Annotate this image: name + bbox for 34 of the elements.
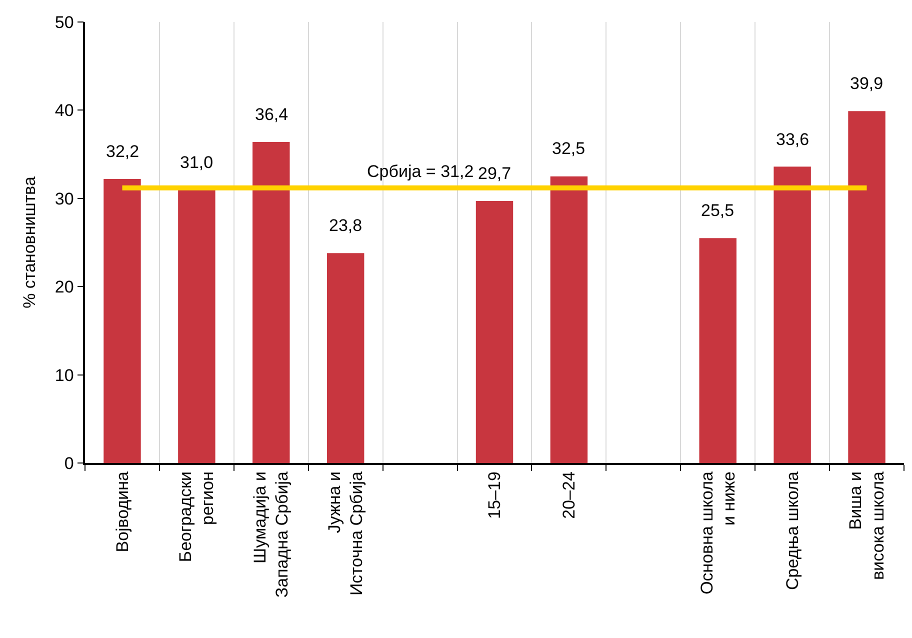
data-label: 31,0 <box>180 153 214 172</box>
data-label: 39,9 <box>850 74 884 93</box>
x-tick-label: Београдски регион <box>176 472 218 562</box>
x-tick-label: 15–19 <box>485 472 504 519</box>
x-tick-label: Војводина <box>112 471 132 552</box>
data-label: 33,6 <box>776 130 810 149</box>
data-label: 32,2 <box>106 142 140 161</box>
x-tick-label: Виша и висока школа <box>846 471 888 580</box>
data-label: 36,4 <box>255 105 288 124</box>
bar <box>252 142 290 463</box>
bar <box>699 238 736 463</box>
y-tick-label: 30 <box>54 189 74 208</box>
x-tick-label: 20–24 <box>559 472 578 519</box>
data-label: 23,8 <box>329 216 362 235</box>
data-label: 32,5 <box>552 139 586 158</box>
y-tick-label: 20 <box>54 278 74 297</box>
data-label: 25,5 <box>701 201 734 220</box>
bar <box>774 166 811 463</box>
bar <box>178 190 216 463</box>
y-tick-label: 40 <box>54 101 74 120</box>
ref-line-label: Србија = 31,2 <box>367 162 474 181</box>
bar <box>326 253 364 463</box>
data-label: 29,7 <box>478 164 512 183</box>
bar <box>104 179 141 463</box>
x-tick-label: Основна школа и ниже <box>697 471 738 594</box>
x-tick-label: Средња школа <box>782 471 802 590</box>
y-tick-label: 50 <box>54 12 74 32</box>
y-tick-label: 10 <box>54 366 74 385</box>
x-tick-label: Јужна и Источна Србија <box>325 471 366 596</box>
bar <box>550 176 588 463</box>
bar <box>848 111 886 463</box>
bar <box>476 201 514 463</box>
y-axis-title: % становништва <box>20 176 39 308</box>
y-tick-label: 0 <box>64 454 74 473</box>
